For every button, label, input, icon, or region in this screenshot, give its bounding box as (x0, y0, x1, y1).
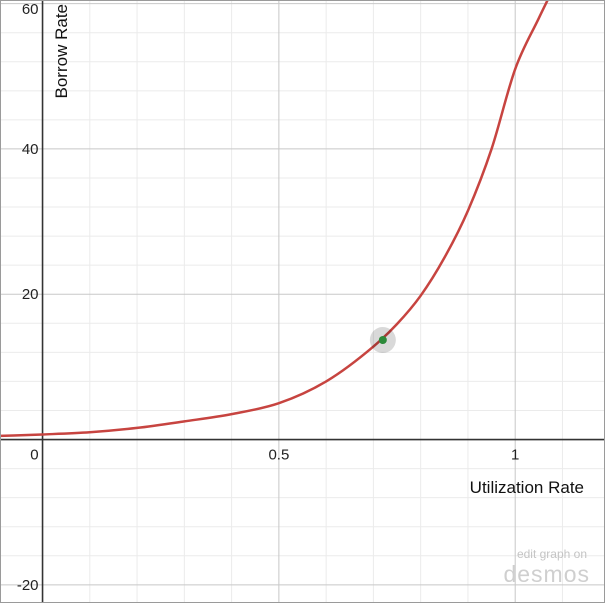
curve-layer (0, 0, 553, 438)
point-layer[interactable] (369, 327, 396, 354)
x-tick-label: 0.5 (268, 447, 289, 464)
desmos-watermark[interactable]: edit graph on desmos (503, 547, 590, 587)
y-tick-label: 60 (22, 1, 39, 18)
borrow-rate-curve[interactable] (0, 0, 553, 438)
highlighted-point[interactable] (378, 336, 387, 345)
y-tick-label: 20 (22, 286, 39, 303)
y-tick-label: -20 (17, 577, 39, 594)
y-axis-title: Borrow Rate (52, 4, 71, 98)
origin-label: 0 (30, 447, 38, 464)
tick-labels: 0.5 1 -20 20 40 60 0 (17, 1, 520, 594)
watermark-caption: edit graph on (517, 547, 587, 561)
y-tick-label: 40 (22, 141, 39, 158)
desmos-logo-text: desmos (503, 561, 590, 587)
x-axis-title: Utilization Rate (470, 478, 584, 497)
x-tick-label: 1 (511, 447, 519, 464)
